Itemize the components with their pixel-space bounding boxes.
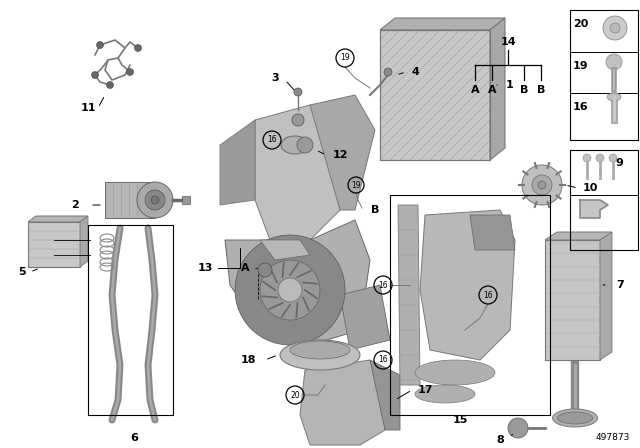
Ellipse shape	[415, 360, 495, 385]
Circle shape	[151, 196, 159, 204]
Text: 15: 15	[452, 415, 468, 425]
Circle shape	[532, 175, 552, 195]
Text: A: A	[470, 85, 479, 95]
Ellipse shape	[552, 409, 598, 427]
Circle shape	[127, 69, 134, 76]
Bar	[182, 196, 190, 204]
Circle shape	[106, 82, 113, 89]
Text: 19: 19	[573, 61, 589, 71]
Circle shape	[278, 278, 302, 302]
Text: 16: 16	[483, 290, 493, 300]
Text: B: B	[371, 205, 379, 215]
Polygon shape	[80, 216, 88, 267]
Polygon shape	[420, 210, 515, 360]
Bar	[570, 150, 638, 250]
Polygon shape	[225, 220, 370, 345]
Text: 16: 16	[378, 356, 388, 365]
Polygon shape	[340, 285, 390, 350]
Text: 8: 8	[496, 435, 504, 445]
Text: 9: 9	[615, 158, 623, 168]
Text: 497873: 497873	[596, 433, 630, 442]
Circle shape	[145, 190, 165, 210]
Polygon shape	[545, 232, 612, 240]
Text: 12: 12	[332, 150, 348, 160]
Text: A: A	[488, 85, 496, 95]
Polygon shape	[398, 205, 420, 385]
Text: 11: 11	[80, 103, 96, 113]
Text: B: B	[520, 85, 528, 95]
Circle shape	[609, 154, 617, 162]
Polygon shape	[220, 120, 255, 205]
Polygon shape	[490, 18, 505, 160]
Text: 3: 3	[271, 73, 279, 83]
Text: 6: 6	[130, 433, 138, 443]
Bar	[380, 30, 490, 160]
Circle shape	[583, 154, 591, 162]
Text: 20: 20	[573, 19, 589, 29]
Circle shape	[610, 23, 620, 33]
Polygon shape	[260, 240, 310, 260]
Text: 16: 16	[378, 280, 388, 289]
Circle shape	[606, 54, 622, 70]
Bar	[88, 225, 173, 415]
Circle shape	[260, 260, 320, 320]
Ellipse shape	[290, 341, 350, 359]
Polygon shape	[300, 360, 385, 445]
Polygon shape	[380, 18, 505, 30]
Ellipse shape	[281, 136, 309, 154]
Ellipse shape	[280, 340, 360, 370]
Ellipse shape	[607, 93, 621, 101]
Circle shape	[137, 182, 173, 218]
Circle shape	[292, 114, 304, 126]
Text: 14: 14	[500, 37, 516, 47]
Ellipse shape	[557, 412, 593, 424]
Polygon shape	[28, 216, 88, 222]
Circle shape	[92, 72, 99, 78]
Bar	[380, 30, 490, 160]
Text: 10: 10	[582, 183, 598, 193]
Text: 13: 13	[197, 263, 212, 273]
Bar	[390, 195, 550, 415]
Circle shape	[596, 154, 604, 162]
Polygon shape	[470, 215, 515, 250]
Polygon shape	[580, 200, 608, 218]
Bar	[570, 10, 638, 140]
Circle shape	[258, 263, 272, 277]
Text: 16: 16	[573, 102, 589, 112]
Polygon shape	[255, 105, 340, 240]
Text: 4: 4	[411, 67, 419, 77]
Polygon shape	[370, 360, 400, 430]
Bar	[28, 222, 80, 267]
Text: 20: 20	[290, 391, 300, 400]
Circle shape	[508, 418, 528, 438]
Circle shape	[603, 16, 627, 40]
Text: 16: 16	[267, 135, 277, 145]
Polygon shape	[310, 95, 375, 210]
Bar	[545, 240, 600, 360]
Text: 19: 19	[351, 181, 361, 190]
Circle shape	[134, 44, 141, 52]
Circle shape	[235, 235, 345, 345]
Text: 1: 1	[506, 80, 514, 90]
Ellipse shape	[415, 385, 475, 403]
Text: 17: 17	[417, 385, 433, 395]
Text: 5: 5	[18, 267, 26, 277]
Text: 18: 18	[240, 355, 256, 365]
Text: 2: 2	[71, 200, 79, 210]
Polygon shape	[600, 232, 612, 360]
Circle shape	[522, 165, 562, 205]
Text: A: A	[241, 263, 250, 273]
Text: 7: 7	[616, 280, 624, 290]
Text: 19: 19	[340, 53, 350, 63]
Circle shape	[538, 181, 546, 189]
Circle shape	[297, 137, 313, 153]
Circle shape	[384, 68, 392, 76]
Text: B: B	[537, 85, 545, 95]
Circle shape	[294, 88, 302, 96]
Circle shape	[97, 42, 104, 48]
Bar	[105, 182, 155, 218]
